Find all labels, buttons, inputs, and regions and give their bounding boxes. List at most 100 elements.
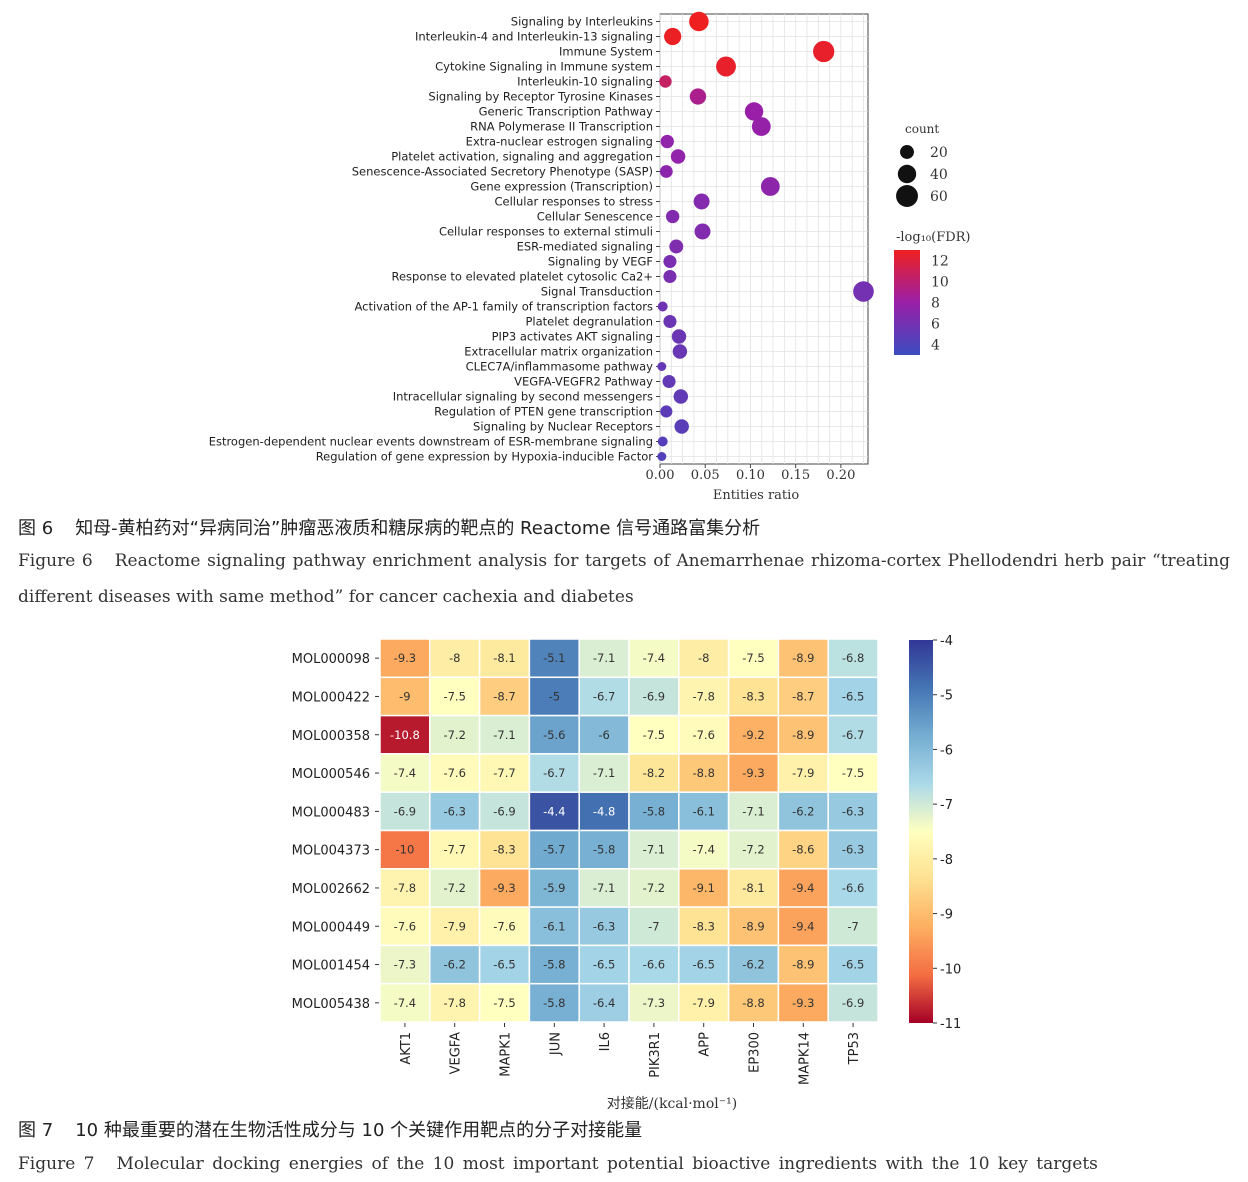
pathway-label: Extra-nuclear estrogen signaling — [466, 135, 653, 149]
heatmap-value-label: -7.6 — [493, 919, 515, 933]
row-label: MOL000098 — [292, 652, 370, 667]
heatmap-value-label: -6.1 — [692, 804, 714, 818]
pathway-label: Signaling by Receptor Tyrosine Kinases — [428, 90, 653, 104]
pathway-label: Signaling by Interleukins — [511, 15, 653, 29]
x-tick-label: 0.20 — [826, 468, 855, 483]
heatmap-cell — [478, 982, 531, 1023]
heatmap-cell — [628, 753, 680, 793]
heatmap-cell — [578, 906, 630, 947]
heatmap-value-label: -7.1 — [742, 804, 764, 818]
heatmap-cell — [528, 753, 580, 793]
heatmap-cell — [777, 829, 829, 870]
heatmap-value-label: -8.8 — [692, 766, 714, 780]
color-legend-label: 8 — [931, 296, 940, 312]
figure6-title-zh: 知母-黄柏药对“异病同治”肿瘤恶液质和糖尿病的靶点的 Reactome 信号通路… — [75, 518, 761, 539]
pathway-dot — [689, 11, 709, 32]
heatmap-cell — [678, 638, 730, 679]
heatmap-cell — [827, 791, 879, 832]
heatmap-cell — [578, 982, 630, 1023]
heatmap-cell — [379, 829, 431, 870]
heatmap-cell — [528, 638, 580, 679]
heatmap-value-label: -7.6 — [394, 919, 416, 933]
column-label: APP — [698, 1032, 713, 1057]
heatmap-cell — [727, 714, 780, 755]
heatmap-cell — [528, 868, 580, 908]
heatmap-value-label: -8.9 — [742, 919, 764, 933]
heatmap-cell — [478, 944, 531, 985]
heatmap-value-label: -6.4 — [593, 996, 615, 1010]
pathway-dot — [853, 281, 874, 302]
heatmap-value-label: -7.4 — [394, 766, 416, 780]
heatmap-cell — [777, 791, 829, 832]
pathway-dot — [744, 102, 764, 121]
x-axis-label: Entities ratio — [713, 488, 799, 503]
heatmap-value-label: -6.3 — [842, 843, 864, 857]
heatmap-cell — [827, 753, 879, 793]
column-label: MAPK14 — [797, 1032, 812, 1085]
heatmap-value-label: -9.3 — [493, 881, 515, 895]
figure6-title-en: Reactome signaling pathway enrichment an… — [18, 551, 1230, 607]
heatmap-cell — [827, 714, 879, 755]
heatmap-value-label: -7.3 — [394, 958, 416, 972]
heatmap-value-label: -7.5 — [643, 728, 665, 742]
heatmap-cell — [478, 638, 531, 679]
heatmap-value-label: -7.2 — [742, 843, 764, 857]
heatmap-value-label: -10 — [396, 843, 415, 857]
size-legend-label: 60 — [930, 189, 948, 205]
figure6-label-en: Figure 6 — [18, 551, 93, 571]
pathway-dot — [657, 436, 668, 447]
heatmap-cell — [727, 753, 780, 793]
heatmap-cell — [777, 638, 829, 679]
heatmap-value-label: -8.3 — [742, 689, 764, 703]
row-label: MOL000546 — [292, 767, 370, 782]
heatmap-cell — [478, 676, 531, 717]
figure7-caption-zh: 图 7 10 种最重要的潜在生物活性成分与 10 个关键作用靶点的分子对接能量 — [18, 1116, 642, 1142]
heatmap-cell — [379, 638, 431, 679]
heatmap-value-label: -7.1 — [593, 766, 615, 780]
size-legend-dot — [897, 164, 917, 184]
color-legend-bar — [894, 250, 920, 355]
pathway-label: Senescence-Associated Secretory Phenotyp… — [352, 165, 653, 179]
size-legend-title: count — [905, 122, 939, 136]
x-tick-label: 0.00 — [646, 468, 675, 483]
heatmap-value-label: -5.8 — [643, 804, 665, 818]
heatmap-value-label: -7.9 — [792, 766, 814, 780]
pathway-label: Immune System — [559, 45, 653, 59]
heatmap-cell — [429, 868, 481, 908]
heatmap-cell — [528, 714, 580, 755]
x-tick-label: 0.10 — [736, 468, 765, 483]
heatmap-cell — [678, 944, 730, 985]
heatmap-cell — [379, 982, 431, 1023]
heatmap-value-label: -7.5 — [842, 766, 864, 780]
heatmap-value-label: -9.2 — [742, 728, 764, 742]
heatmap-value-label: -9.3 — [742, 766, 764, 780]
heatmap-cell — [628, 868, 680, 908]
heatmap-value-label: -9.1 — [692, 881, 714, 895]
figure7-label-zh: 图 7 — [18, 1120, 54, 1141]
pathway-label: Regulation of PTEN gene transcription — [434, 405, 653, 419]
heatmap-cell — [578, 753, 630, 793]
heatmap-value-label: -5.9 — [543, 881, 565, 895]
heatmap-cell — [478, 791, 531, 832]
heatmap-cell — [478, 829, 531, 870]
grid-lines — [659, 14, 868, 464]
pathway-dot — [669, 239, 684, 254]
pathway-label: Signaling by Nuclear Receptors — [473, 420, 653, 434]
heatmap-value-label: -8.2 — [643, 766, 665, 780]
heatmap-cell — [528, 944, 580, 985]
heatmap-cell — [478, 906, 531, 947]
size-legend-label: 20 — [930, 145, 948, 161]
column-label: AKT1 — [399, 1032, 414, 1065]
heatmap-cell — [578, 676, 630, 717]
heatmap-cell — [678, 753, 730, 793]
heatmap-value-label: -6.5 — [593, 958, 615, 972]
heatmap-cell — [429, 906, 481, 947]
heatmap-cell — [628, 638, 680, 679]
row-label: MOL000358 — [292, 729, 370, 744]
figure7-caption-en: Figure 7 Molecular docking energies of th… — [18, 1154, 1098, 1174]
heatmap-cell — [628, 944, 680, 985]
pathway-dot — [716, 56, 736, 77]
heatmap-value-label: -6.6 — [842, 881, 864, 895]
heatmap-cell — [727, 868, 780, 908]
heatmap-value-label: -7.9 — [443, 919, 465, 933]
